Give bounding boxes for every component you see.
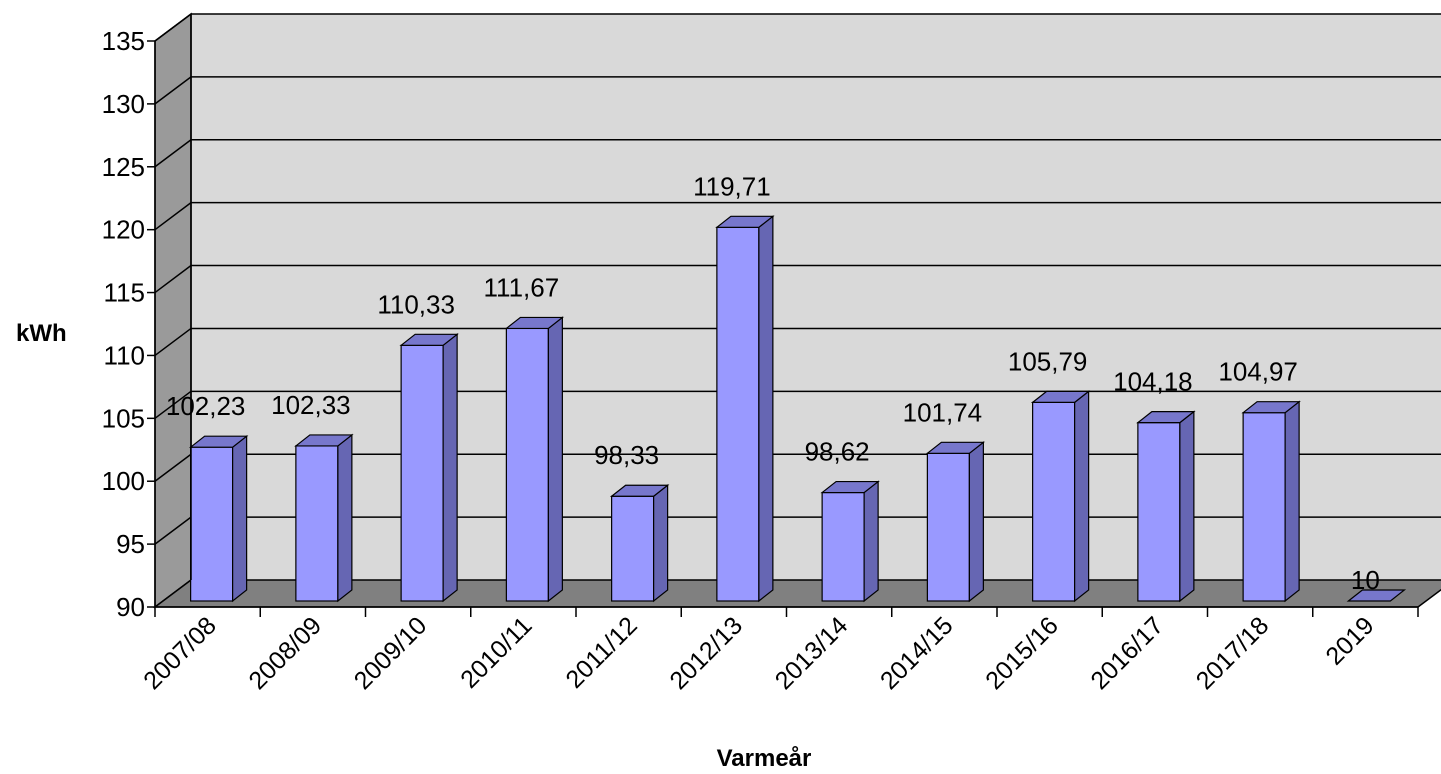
x-tick-label: 2007/08 [138, 611, 222, 695]
bar-side [653, 483, 669, 603]
y-tick-label: 125 [102, 152, 145, 182]
data-label: 98,33 [594, 440, 659, 470]
chart-walls [152, 12, 1441, 609]
x-tick-label: 2008/09 [243, 611, 327, 695]
data-labels: 102,23 102,33 110,33 111,67 98,33 119,71 98,62… [166, 171, 1380, 595]
bar-top [1030, 390, 1091, 403]
x-tick-label: 2016/17 [1085, 611, 1169, 695]
x-tick-label: 2011/12 [560, 611, 642, 693]
bar-top [609, 484, 670, 497]
data-label: 105,79 [1008, 346, 1088, 376]
bar-front [1242, 412, 1286, 602]
bar-side [968, 441, 984, 603]
bar-front [295, 445, 339, 602]
bar-side [547, 316, 563, 603]
bar [1136, 410, 1196, 603]
data-label: 119,71 [693, 171, 771, 201]
x-tick-label: 2019 [1320, 611, 1379, 670]
bar-top [399, 333, 459, 346]
bar-top [1136, 411, 1196, 424]
x-tick-label: 2012/13 [664, 611, 748, 695]
data-label: 102,33 [271, 390, 351, 420]
bar [1241, 400, 1301, 603]
bar-top [1346, 589, 1407, 602]
y-tick-label: 95 [116, 529, 145, 559]
bar-top [820, 480, 880, 494]
bar [1030, 390, 1091, 603]
bar [188, 434, 249, 603]
bar-side [863, 480, 879, 603]
x-tick-label: 2010/11 [455, 611, 537, 693]
y-tick-label: 105 [102, 403, 145, 433]
bar-front [1137, 422, 1181, 602]
bar-front [716, 226, 760, 602]
bar [715, 215, 775, 603]
bar [820, 480, 880, 603]
data-label: 104,97 [1218, 357, 1298, 387]
data-label: 101,74 [903, 397, 983, 427]
y-tick-label: 120 [102, 215, 145, 245]
bar-top [715, 215, 775, 228]
bar [609, 483, 670, 603]
bar-side [1179, 410, 1195, 603]
bars [188, 215, 1407, 603]
x-tick-label: 2015/16 [980, 611, 1064, 695]
bar-top [1241, 401, 1301, 414]
x-axis-title: Varmeår [717, 745, 812, 772]
y-tick-label: 90 [116, 592, 145, 622]
side-wall [154, 12, 192, 609]
bar-top [925, 441, 986, 454]
bar-side [232, 434, 248, 603]
bar [504, 316, 565, 603]
bar [1346, 589, 1407, 602]
bar-top [294, 434, 354, 447]
bar-front [190, 446, 234, 602]
bar-side [1284, 400, 1300, 603]
data-label: 110,33 [377, 289, 455, 319]
y-tick-label: 130 [102, 89, 145, 119]
bar-top [188, 435, 249, 448]
bar-side [337, 433, 353, 603]
bar-front [400, 344, 444, 602]
bar-front [611, 495, 655, 602]
bar [399, 333, 459, 603]
data-label: 104,18 [1113, 367, 1193, 397]
bar-side [1074, 390, 1090, 603]
bar [925, 441, 986, 603]
bar-front [926, 452, 970, 602]
data-label: 10 [1351, 565, 1380, 595]
x-tick-label: 2009/10 [349, 611, 433, 695]
bar-front [821, 491, 865, 602]
bar-front [1032, 401, 1076, 602]
x-tick-label: 2017/18 [1191, 611, 1275, 695]
x-tick-label: 2013/14 [770, 611, 854, 695]
data-label: 98,62 [805, 437, 870, 467]
bar-side [758, 215, 774, 603]
data-label: 111,67 [484, 272, 560, 302]
bar-top [504, 316, 565, 330]
bar-front [505, 327, 549, 602]
y-tick-label: 110 [104, 340, 145, 370]
data-label: 102,23 [166, 391, 246, 421]
y-tick-label: 115 [104, 278, 145, 308]
y-tick-label: 100 [102, 466, 145, 496]
back-wall [191, 14, 1441, 580]
bar [294, 433, 354, 603]
x-tick-label: 2014/15 [875, 611, 959, 695]
y-axis-title: kWh [16, 320, 67, 347]
bar-side [442, 333, 458, 603]
y-tick-label: 135 [102, 26, 145, 56]
